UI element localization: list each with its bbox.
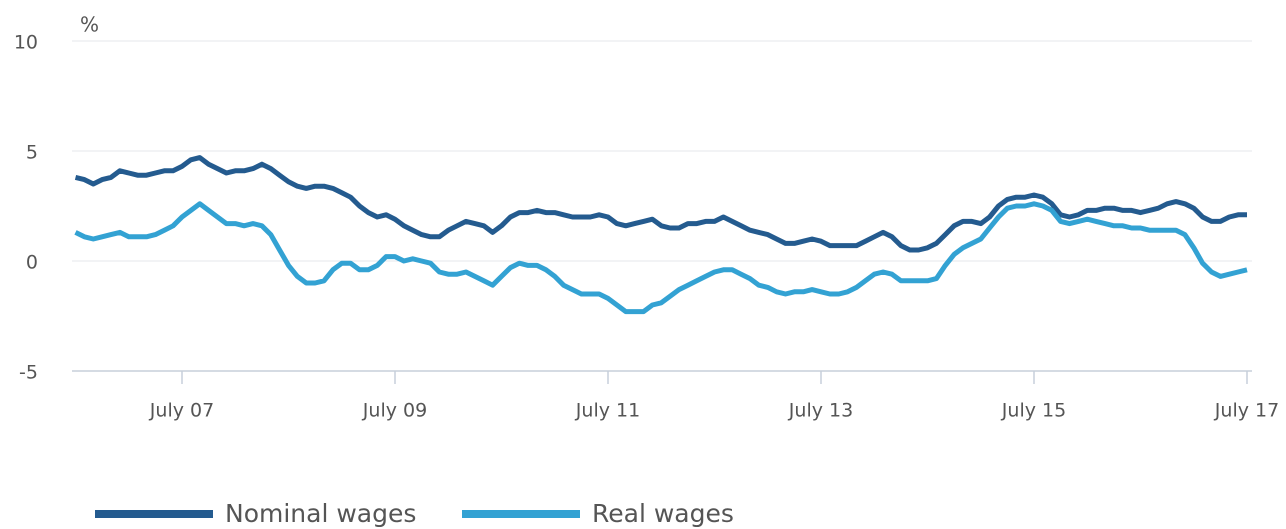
y-tick-label: 0 (26, 252, 38, 274)
x-tick-label: July 11 (575, 400, 640, 422)
x-tick-label: July 15 (1001, 400, 1066, 422)
legend-label: Nominal wages (225, 499, 416, 528)
y-tick-label: 10 (14, 32, 38, 54)
x-tick-label: July 09 (362, 400, 427, 422)
y-axis-label: % (80, 13, 99, 37)
line-series (74, 201, 1248, 315)
y-tick-label: -5 (19, 362, 38, 384)
legend-label: Real wages (592, 499, 734, 528)
x-tick-label: July 07 (149, 400, 214, 422)
line-series (74, 155, 1247, 253)
y-tick-label: 5 (26, 142, 38, 164)
x-tick-label: July 13 (788, 400, 853, 422)
x-tick-label: July 17 (1214, 400, 1279, 422)
